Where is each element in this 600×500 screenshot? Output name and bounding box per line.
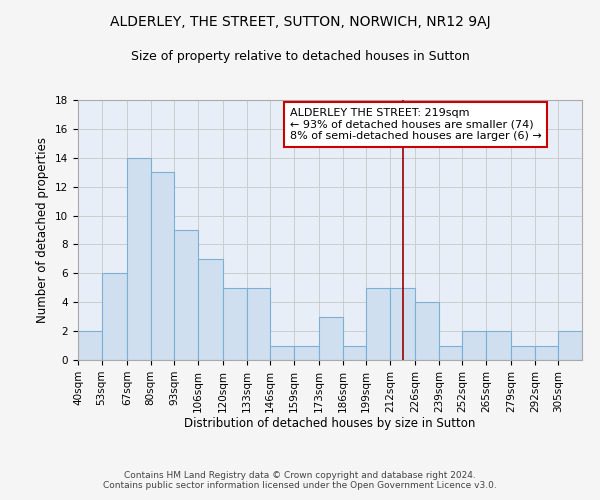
Bar: [174, 230, 197, 360]
Text: Contains HM Land Registry data © Crown copyright and database right 2024.
Contai: Contains HM Land Registry data © Crown c…: [103, 470, 497, 490]
Bar: [486, 331, 511, 360]
Text: ALDERLEY THE STREET: 219sqm
← 93% of detached houses are smaller (74)
8% of semi: ALDERLEY THE STREET: 219sqm ← 93% of det…: [290, 108, 541, 141]
Y-axis label: Number of detached properties: Number of detached properties: [37, 137, 49, 323]
Bar: [151, 172, 174, 360]
Bar: [559, 331, 582, 360]
Bar: [390, 288, 415, 360]
Text: Size of property relative to detached houses in Sutton: Size of property relative to detached ho…: [131, 50, 469, 63]
Bar: [197, 259, 223, 360]
Bar: [294, 346, 319, 360]
Bar: [247, 288, 270, 360]
Text: ALDERLEY, THE STREET, SUTTON, NORWICH, NR12 9AJ: ALDERLEY, THE STREET, SUTTON, NORWICH, N…: [110, 15, 490, 29]
Bar: [415, 302, 439, 360]
Bar: [511, 346, 535, 360]
Bar: [463, 331, 486, 360]
Bar: [439, 346, 463, 360]
Bar: [270, 346, 294, 360]
Bar: [223, 288, 247, 360]
Bar: [319, 316, 343, 360]
Bar: [343, 346, 366, 360]
Bar: [366, 288, 390, 360]
Bar: [78, 331, 101, 360]
X-axis label: Distribution of detached houses by size in Sutton: Distribution of detached houses by size …: [184, 418, 476, 430]
Bar: [127, 158, 151, 360]
Bar: [101, 274, 127, 360]
Bar: [535, 346, 559, 360]
